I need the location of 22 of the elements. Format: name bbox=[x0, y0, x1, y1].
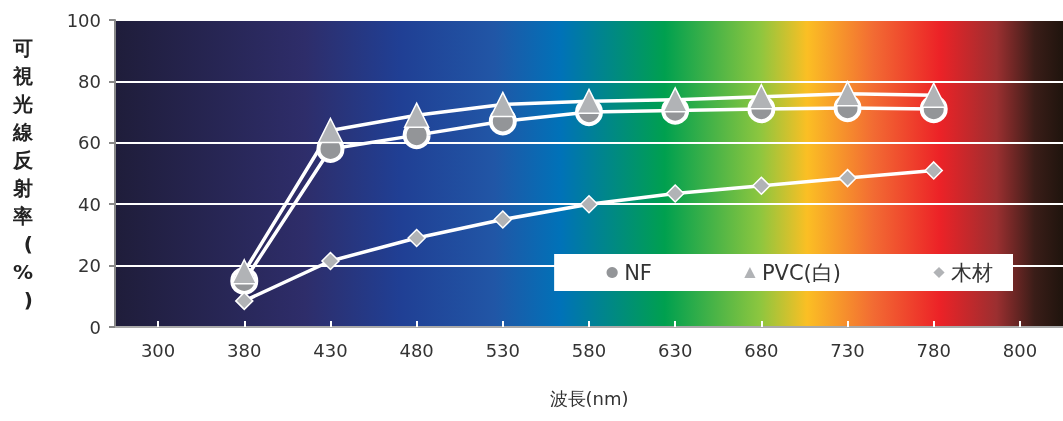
legend-label: PVC(白) bbox=[761, 260, 841, 285]
x-tick-label: 780 bbox=[916, 339, 951, 361]
text: 可視光線反射率(%) bbox=[12, 35, 33, 312]
legend-label: 木材 bbox=[951, 260, 993, 285]
y-tick-label: 20 bbox=[78, 255, 101, 277]
x-tick-label: 630 bbox=[658, 339, 693, 361]
y-tick-label: 80 bbox=[78, 70, 101, 92]
x-tick-label: 380 bbox=[227, 339, 262, 361]
x-tick-label: 430 bbox=[313, 339, 348, 361]
x-tick-label: 300 bbox=[140, 339, 176, 361]
y-tick-label: 100 bbox=[66, 9, 101, 31]
y-tick-label: 0 bbox=[89, 316, 101, 338]
x-tick-label: 530 bbox=[485, 339, 520, 361]
x-tick-label: 800 bbox=[1002, 339, 1038, 361]
y-tick-label: 60 bbox=[78, 132, 101, 154]
x-tick-label: 480 bbox=[399, 339, 434, 361]
x-tick-label: 580 bbox=[571, 339, 607, 361]
x-axis-title: 波長(nm) bbox=[549, 387, 629, 409]
x-tick-label: 680 bbox=[744, 339, 779, 361]
x-tick-label: 730 bbox=[830, 339, 865, 361]
legend-label: NF bbox=[624, 260, 652, 285]
y-tick-label: 40 bbox=[78, 193, 101, 215]
